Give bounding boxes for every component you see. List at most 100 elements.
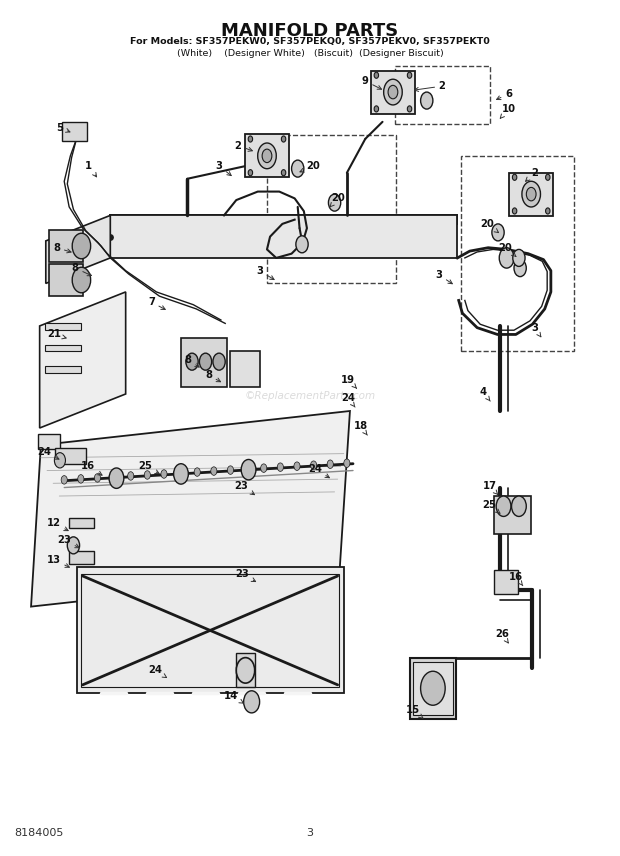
Circle shape xyxy=(492,224,504,241)
Circle shape xyxy=(407,106,412,112)
Bar xyxy=(245,134,289,177)
Bar xyxy=(236,653,255,687)
Circle shape xyxy=(128,472,134,480)
Text: 20: 20 xyxy=(498,243,516,257)
Circle shape xyxy=(294,462,300,471)
Circle shape xyxy=(186,354,198,370)
Circle shape xyxy=(374,106,379,112)
Polygon shape xyxy=(110,216,458,224)
Text: 3: 3 xyxy=(436,270,453,283)
Text: 20: 20 xyxy=(330,193,345,207)
Text: 9: 9 xyxy=(362,76,381,89)
Circle shape xyxy=(329,194,341,211)
Circle shape xyxy=(109,468,124,489)
Circle shape xyxy=(200,354,211,370)
Text: 3: 3 xyxy=(531,323,541,337)
Bar xyxy=(69,551,94,564)
Circle shape xyxy=(311,461,317,469)
Text: 24: 24 xyxy=(38,447,59,459)
Text: 10: 10 xyxy=(500,104,515,118)
Circle shape xyxy=(420,92,433,109)
Bar xyxy=(494,496,531,534)
Circle shape xyxy=(513,249,525,266)
Circle shape xyxy=(236,657,255,683)
Bar xyxy=(45,366,81,372)
Bar xyxy=(395,66,490,123)
Circle shape xyxy=(248,136,252,142)
Text: 2: 2 xyxy=(526,168,538,181)
Text: 15: 15 xyxy=(406,705,423,718)
Text: 20: 20 xyxy=(480,219,498,233)
Circle shape xyxy=(407,72,412,78)
Bar xyxy=(49,264,82,296)
Circle shape xyxy=(111,473,117,481)
Circle shape xyxy=(174,464,188,484)
Polygon shape xyxy=(46,216,110,283)
Text: 26: 26 xyxy=(495,629,508,643)
Circle shape xyxy=(260,464,267,473)
Circle shape xyxy=(281,136,286,142)
Text: MANIFOLD PARTS: MANIFOLD PARTS xyxy=(221,22,399,40)
Circle shape xyxy=(277,463,283,472)
Text: 23: 23 xyxy=(236,569,255,581)
Polygon shape xyxy=(31,411,350,607)
Circle shape xyxy=(262,149,272,163)
Circle shape xyxy=(161,470,167,479)
Text: 16: 16 xyxy=(81,461,102,475)
Bar xyxy=(69,518,94,528)
Circle shape xyxy=(420,671,445,705)
Polygon shape xyxy=(110,216,458,258)
Text: 3: 3 xyxy=(306,828,314,838)
Bar xyxy=(410,657,456,719)
Circle shape xyxy=(72,233,91,259)
Text: ©ReplacementParts.com: ©ReplacementParts.com xyxy=(244,390,376,401)
Text: 24: 24 xyxy=(341,393,355,407)
Text: 17: 17 xyxy=(482,481,498,495)
Circle shape xyxy=(61,476,68,484)
Bar xyxy=(49,230,82,262)
Text: 1: 1 xyxy=(85,161,97,177)
Circle shape xyxy=(522,181,541,207)
Text: 2: 2 xyxy=(414,81,446,92)
Circle shape xyxy=(144,471,151,479)
Text: 7: 7 xyxy=(148,297,166,310)
Circle shape xyxy=(327,460,334,468)
Circle shape xyxy=(526,187,536,201)
Bar xyxy=(63,122,87,140)
Circle shape xyxy=(496,496,511,516)
Polygon shape xyxy=(40,292,126,428)
Circle shape xyxy=(68,537,79,554)
Circle shape xyxy=(384,80,402,105)
Text: 23: 23 xyxy=(234,481,254,495)
Text: 8: 8 xyxy=(205,371,221,382)
Bar xyxy=(413,662,453,715)
Text: 8: 8 xyxy=(72,263,92,276)
Text: 25: 25 xyxy=(138,461,159,473)
Text: 16: 16 xyxy=(509,572,523,586)
Circle shape xyxy=(177,469,184,478)
Circle shape xyxy=(55,453,66,468)
Circle shape xyxy=(258,143,277,169)
Text: 25: 25 xyxy=(482,500,500,514)
Circle shape xyxy=(281,169,286,175)
Bar xyxy=(81,574,339,687)
Circle shape xyxy=(78,474,84,483)
Circle shape xyxy=(244,691,260,713)
Text: 5: 5 xyxy=(56,122,70,133)
Text: 21: 21 xyxy=(46,330,66,340)
Text: 3: 3 xyxy=(216,161,231,175)
Text: 14: 14 xyxy=(224,691,244,703)
Bar xyxy=(38,434,60,449)
Text: (White)    (Designer White)   (Biscuit)  (Designer Biscuit): (White) (Designer White) (Biscuit) (Desi… xyxy=(177,49,443,57)
Circle shape xyxy=(546,175,550,181)
Circle shape xyxy=(211,467,217,475)
Bar xyxy=(509,173,553,216)
Circle shape xyxy=(499,247,514,268)
Circle shape xyxy=(546,208,550,214)
Circle shape xyxy=(512,496,526,516)
Text: 8: 8 xyxy=(53,243,71,253)
Circle shape xyxy=(374,72,379,78)
Text: 4: 4 xyxy=(480,387,490,401)
Circle shape xyxy=(291,160,304,177)
Circle shape xyxy=(388,86,398,98)
